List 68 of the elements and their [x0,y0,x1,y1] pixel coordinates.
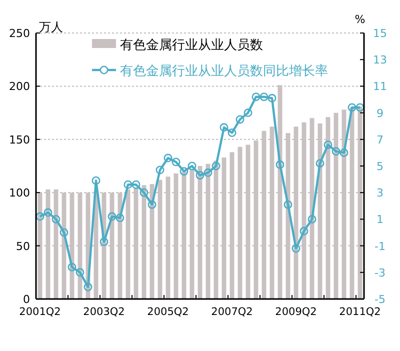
point [196,171,204,180]
x-tick-label: 2003Q2 [83,306,125,318]
y2-axis-title: % [354,13,366,26]
y2-tick-label: 13 [373,54,387,67]
point [52,214,60,224]
point [100,238,108,246]
point [300,226,308,236]
point [340,148,348,157]
point [68,262,76,272]
y-axis-title: 万人 [39,20,63,34]
point [132,180,140,189]
point [324,140,332,149]
y-tick-label: 200 [9,80,30,94]
point [124,180,132,189]
x-tick-label: 2005Q2 [147,306,189,318]
point [180,167,188,176]
point [236,115,244,124]
point [84,282,92,292]
legend-label: 有色金属行业从业人员数 [120,38,263,53]
y2-tick-label: 7 [376,133,384,146]
point [212,162,220,170]
y2-tick-label: -1 [374,240,386,253]
point [276,160,284,169]
point [356,103,364,112]
y-tick-label: 250 [9,27,30,40]
point [204,168,212,177]
y2-tick-label: 3 [376,186,384,200]
point [156,166,164,174]
point [164,154,172,162]
point [116,214,124,222]
point [228,128,236,137]
point [44,208,52,217]
x-tick-label: 2011Q2 [339,306,381,318]
point [148,200,156,209]
point [308,214,316,224]
point [260,92,268,102]
point [292,244,300,253]
point [316,159,324,168]
point [140,188,148,197]
legend-label: 有色金属行业从业人员数同比增长率 [120,63,328,79]
y2-tick-label: 5 [376,160,384,173]
y2-tick-label: 9 [376,106,384,120]
y2-tick-label: -3 [374,266,386,280]
point [188,162,196,170]
y2-tick-label: 11 [373,80,387,94]
point [172,158,180,166]
point [108,212,116,221]
y2-tick-label: -5 [374,293,386,306]
point [244,108,252,118]
y2-tick-label: 1 [376,213,384,226]
point [284,200,292,209]
x-tick-label: 2009Q2 [275,306,317,318]
y2-tick-label: 15 [373,27,387,40]
y-tick-label: 100 [9,186,30,200]
x-tick-label: 2007Q2 [211,306,253,318]
y-tick-label: 0 [23,293,30,306]
point [92,176,100,185]
point [60,228,68,237]
point [268,94,276,102]
point [332,147,340,156]
x-tick-label: 2001Q2 [19,306,61,318]
point [76,268,84,277]
y-tick-label: 50 [16,240,30,253]
y-tick-label: 150 [9,133,30,146]
point [252,92,260,102]
point [348,103,356,112]
point [220,123,228,132]
point [36,212,44,221]
